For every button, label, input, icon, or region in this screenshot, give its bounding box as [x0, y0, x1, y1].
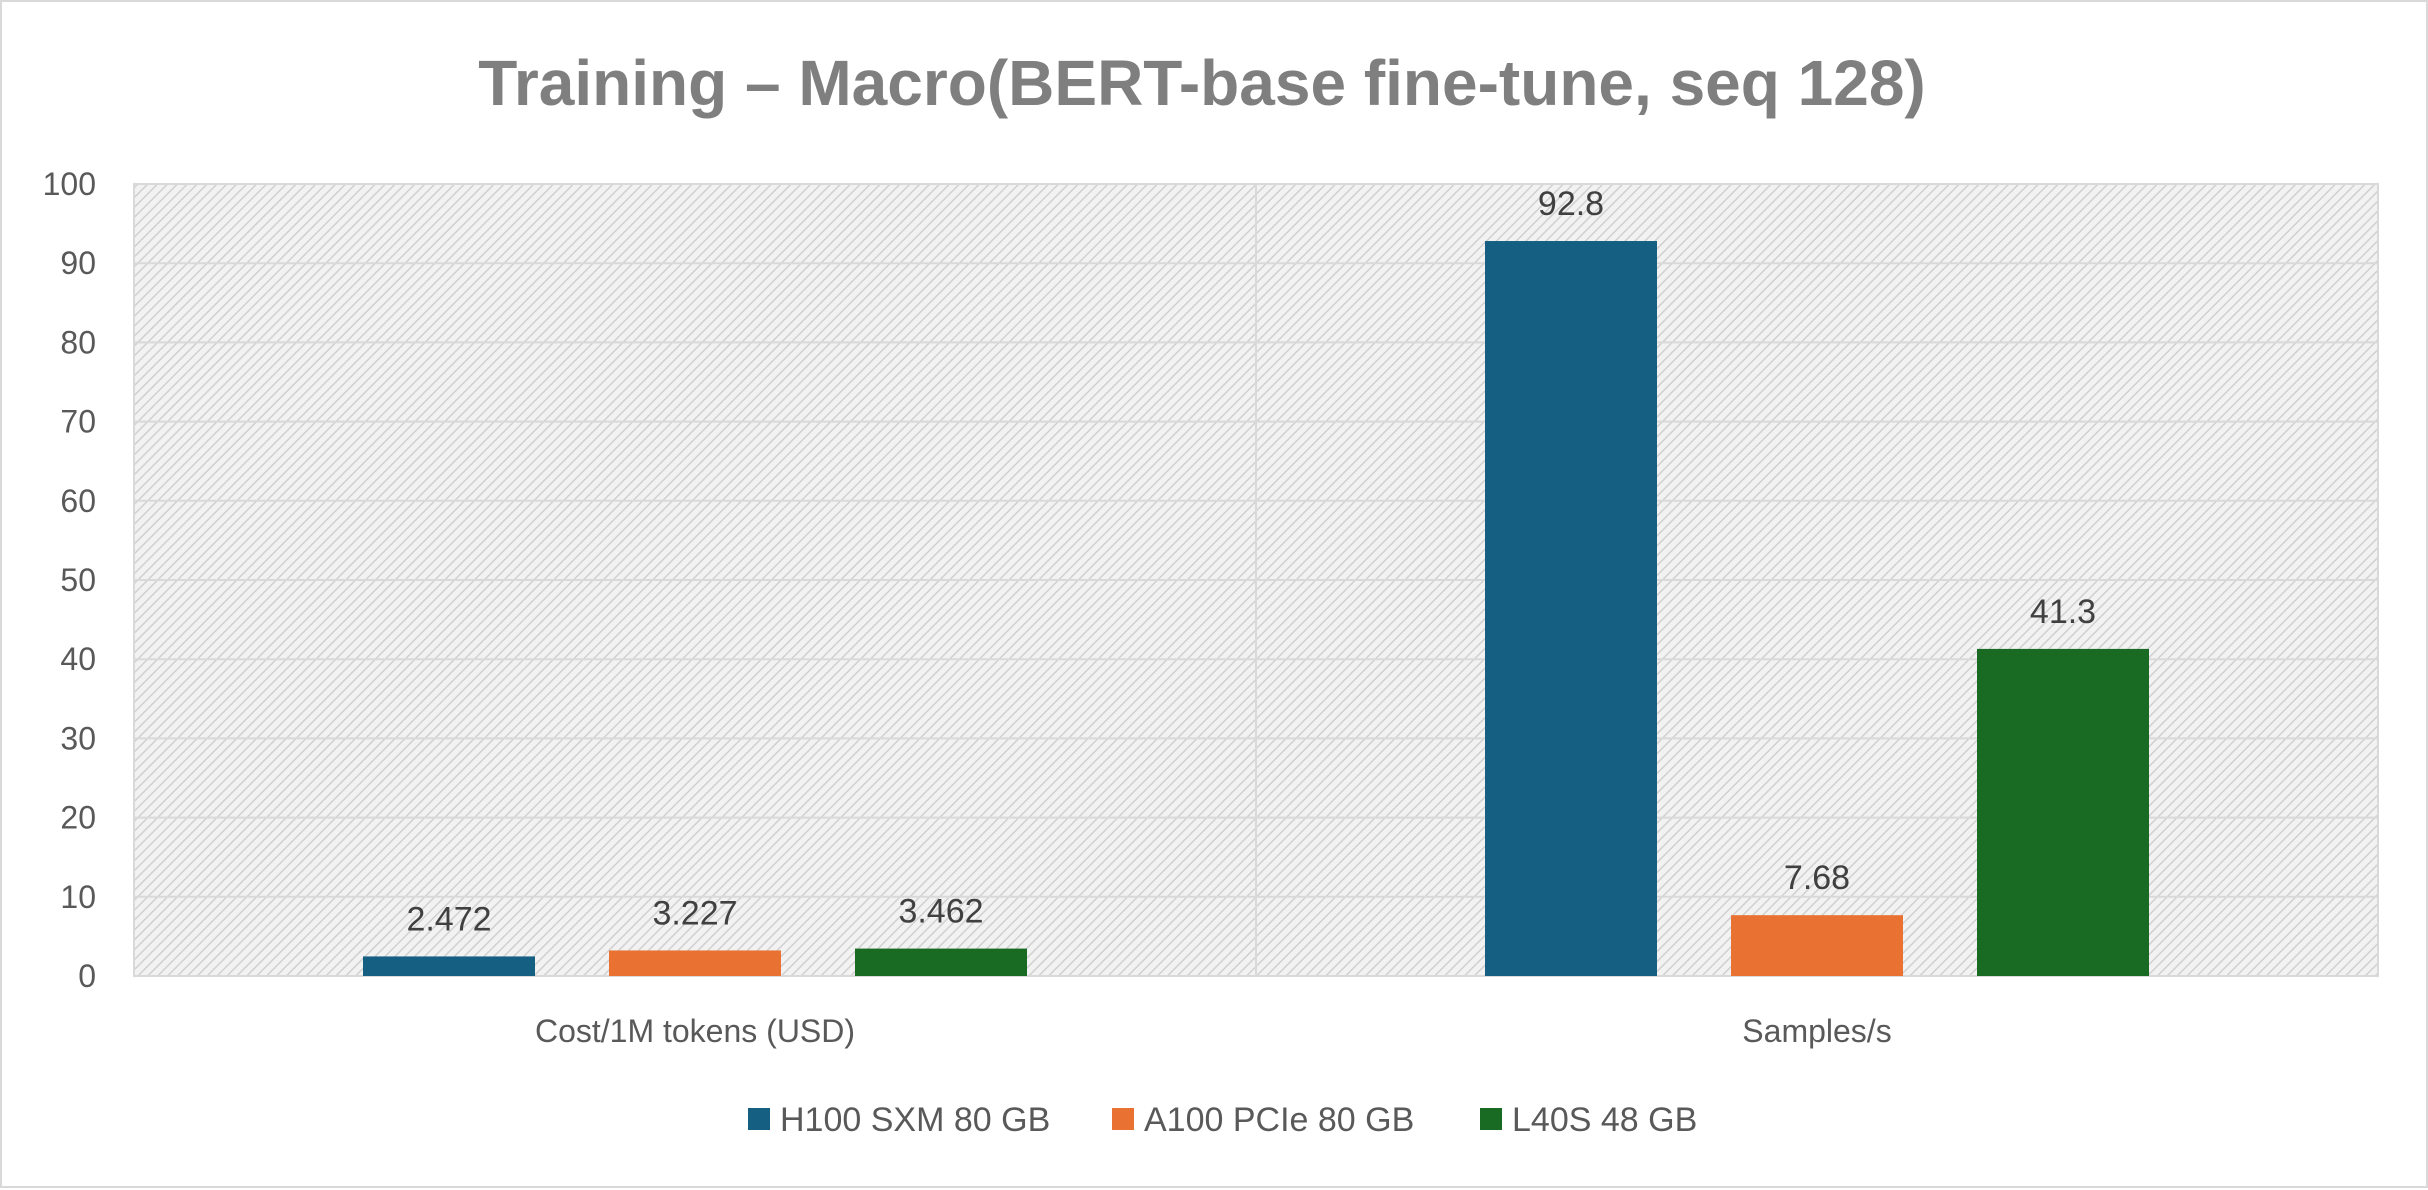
chart-title: Training – Macro(BERT-base fine-tune, se…: [478, 47, 1925, 119]
y-tick-label: 80: [60, 324, 96, 360]
x-category-label: Cost/1M tokens (USD): [535, 1013, 855, 1049]
x-axis-categories: Cost/1M tokens (USD) Samples/s: [535, 1013, 1892, 1049]
legend-entry: H100 SXM 80 GB: [780, 1101, 1050, 1139]
y-axis-ticks: 0 10 20 30 40 50 60 70 80 90 100: [43, 166, 96, 994]
y-tick-label: 20: [60, 800, 96, 836]
bar: [1485, 241, 1657, 977]
data-label: 3.462: [898, 893, 983, 931]
data-label: 7.68: [1784, 859, 1850, 897]
bar: [609, 950, 781, 976]
bars: [363, 241, 2149, 977]
legend-entry: L40S 48 GB: [1512, 1101, 1697, 1139]
bar: [363, 956, 535, 976]
y-tick-label: 60: [60, 483, 96, 519]
y-tick-label: 0: [78, 958, 96, 994]
legend: H100 SXM 80 GB A100 PCIe 80 GB L40S 48 GB: [748, 1101, 1697, 1139]
y-tick-label: 50: [60, 562, 96, 598]
bar: [855, 948, 1027, 976]
x-category-label: Samples/s: [1742, 1013, 1891, 1049]
data-label: 41.3: [2030, 593, 2096, 631]
legend-entry: A100 PCIe 80 GB: [1144, 1101, 1414, 1139]
data-labels: 2.472 3.227 3.462 92.8 7.68 41.3: [406, 185, 2096, 938]
bar: [1731, 915, 1903, 976]
data-label: 3.227: [652, 894, 737, 932]
legend-swatch: [1112, 1108, 1134, 1130]
y-tick-label: 100: [43, 166, 96, 202]
y-tick-label: 40: [60, 641, 96, 677]
y-tick-label: 10: [60, 879, 96, 915]
data-label: 92.8: [1538, 185, 1604, 223]
y-tick-label: 70: [60, 404, 96, 440]
bar: [1977, 648, 2149, 976]
legend-swatch: [748, 1108, 770, 1130]
y-tick-label: 30: [60, 720, 96, 756]
y-tick-label: 90: [60, 245, 96, 281]
legend-swatch: [1480, 1108, 1502, 1130]
data-label: 2.472: [406, 900, 491, 938]
